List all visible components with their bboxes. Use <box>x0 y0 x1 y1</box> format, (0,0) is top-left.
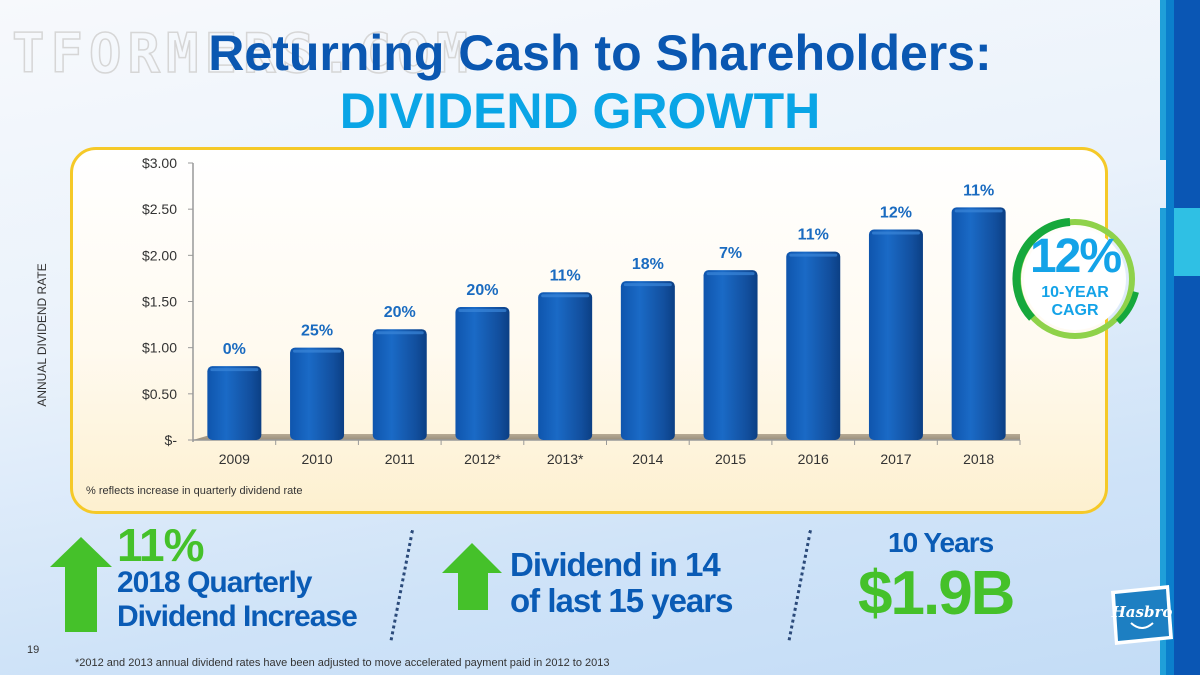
band-stripe <box>1174 208 1200 276</box>
bar-highlight <box>541 294 590 298</box>
bar-highlight <box>458 309 507 313</box>
page-title: Returning Cash to Shareholders: <box>208 25 992 81</box>
x-tick-label: 2014 <box>632 451 663 467</box>
data-label: 25% <box>301 323 333 340</box>
bar <box>538 292 593 440</box>
data-label: 12% <box>880 204 912 221</box>
y-tick-label: $1.50 <box>142 294 177 310</box>
y-tick-label: $2.50 <box>142 201 177 217</box>
y-tick-label: $3.00 <box>142 155 177 171</box>
x-tick-label: 2017 <box>880 451 911 467</box>
data-label: 20% <box>466 282 498 299</box>
x-tick-label: 2009 <box>219 451 250 467</box>
bar-highlight <box>706 272 755 276</box>
up-arrow-icon <box>442 543 502 610</box>
dividend-years-line1: Dividend in 14 <box>510 546 721 583</box>
y-tick-label: $- <box>165 432 178 448</box>
band-stripe <box>1160 208 1166 675</box>
bar-highlight <box>789 253 838 257</box>
quarterly-increase-line1: 2018 Quarterly <box>117 566 312 599</box>
watermark: TFORMERS.COM <box>11 21 475 86</box>
cagr-ring-icon <box>1012 218 1139 339</box>
bar-highlight <box>293 349 342 353</box>
bar <box>868 229 923 440</box>
y-tick-label: $1.00 <box>142 340 177 356</box>
bar-highlight <box>210 368 259 372</box>
y-tick-label: $2.00 <box>142 247 177 263</box>
chart-note: % reflects increase in quarterly dividen… <box>86 485 303 497</box>
data-label: 11% <box>550 267 581 284</box>
bar-highlight <box>954 209 1003 213</box>
bar <box>620 281 675 440</box>
ten-years-label: 10 Years <box>888 527 994 558</box>
data-label: 20% <box>384 304 416 321</box>
dividend-years-line2: of last 15 years <box>510 582 733 619</box>
x-tick-label: 2018 <box>963 451 994 467</box>
bar <box>786 251 841 440</box>
bar <box>207 366 262 440</box>
y-tick-label: $0.50 <box>142 386 177 402</box>
right-decorative-band <box>1160 0 1200 675</box>
data-label: 7% <box>719 245 742 262</box>
bar-highlight <box>871 231 920 235</box>
data-label: 11% <box>963 182 994 199</box>
data-label: 0% <box>223 341 246 358</box>
page-number: 19 <box>27 644 40 656</box>
cagr-value: 12% <box>1029 230 1122 283</box>
bar <box>455 307 510 440</box>
x-tick-label: 2015 <box>715 451 746 467</box>
hasbro-logo-text: Hasbro <box>1111 603 1173 621</box>
cagr-label-line2: CAGR <box>1051 302 1099 319</box>
data-label: 11% <box>798 227 829 244</box>
x-tick-label: 2011 <box>385 451 415 467</box>
hasbro-logo-icon: Hasbro <box>1111 585 1173 645</box>
data-label: 18% <box>632 256 664 273</box>
band-stripe <box>1160 0 1166 160</box>
cagr-label-line1: 10-YEAR <box>1041 284 1109 301</box>
x-tick-label: 2016 <box>798 451 829 467</box>
bar <box>290 347 345 440</box>
footnote: *2012 and 2013 annual dividend rates hav… <box>75 657 610 669</box>
bar <box>372 329 427 440</box>
x-tick-label: 2012* <box>464 451 501 467</box>
bar <box>703 270 758 440</box>
x-tick-label: 2013* <box>547 451 584 467</box>
x-tick-label: 2010 <box>301 451 332 467</box>
band-stripe <box>1166 0 1174 675</box>
page-subtitle: DIVIDEND GROWTH <box>339 83 821 139</box>
up-arrow-icon <box>50 537 112 632</box>
total-returned-value: $1.9B <box>858 559 1015 628</box>
bar-highlight <box>375 331 424 335</box>
cagr-badge: 12% 10-YEAR CAGR <box>1010 214 1140 344</box>
bar-highlight <box>623 283 672 287</box>
quarterly-increase-line2: Dividend Increase <box>117 600 358 633</box>
bar <box>951 207 1006 440</box>
cagr-inner <box>1024 228 1126 330</box>
band-stripe <box>1174 0 1200 675</box>
quarterly-increase-value: 11% <box>117 519 205 571</box>
